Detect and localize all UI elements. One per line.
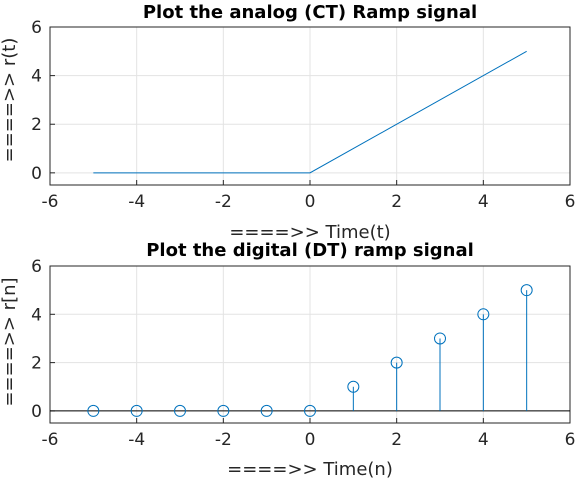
- dt-x-tick-label: 4: [478, 430, 489, 450]
- dt-x-axis-label: ====>> Time(n): [227, 459, 393, 480]
- dt-y-tick-label: 2: [31, 354, 42, 374]
- ct-x-tick-label: 4: [478, 192, 489, 212]
- dt-stem-marker: [347, 380, 360, 393]
- ct-x-tick-label: -4: [128, 192, 145, 212]
- ct-x-axis-label: ====>> Time(t): [229, 222, 390, 243]
- dt-x-tick-label: 2: [391, 430, 402, 450]
- dt-y-tick-label: 0: [31, 402, 42, 422]
- dt-y-tick-label: 4: [31, 305, 42, 325]
- dt-stem-marker: [217, 404, 230, 417]
- dt-x-tick-label: -2: [215, 430, 232, 450]
- ct-plot-area: -6 -4 -2 0 2 4 6 0 2 4 6: [31, 18, 575, 212]
- dt-plot-area: -6 -4 -2 0 2 4 6 0 2 4 6: [31, 257, 575, 450]
- ct-y-tick-label: 0: [31, 164, 42, 184]
- dt-y-tick-label: 6: [31, 257, 42, 277]
- dt-stem-marker: [390, 356, 403, 369]
- ct-y-tick-label: 6: [31, 18, 42, 38]
- dt-stem-marker: [130, 404, 143, 417]
- ct-plot-title: Plot the analog (CT) Ramp signal: [143, 2, 477, 23]
- ct-y-axis-label: ====>> r(t): [0, 38, 20, 163]
- ct-y-tick-label: 2: [31, 115, 42, 135]
- dt-y-axis-label: ====>> r[n]: [0, 277, 20, 406]
- ct-ramp-axes: -6 -4 -2 0 2 4 6 0 2 4 6 Plot the analog (CT) Ramp…: [0, 2, 575, 243]
- ct-x-tick-label: -2: [215, 192, 232, 212]
- ct-x-tick-label: -6: [42, 192, 59, 212]
- dt-stem-marker: [520, 284, 533, 297]
- dt-stem-marker: [434, 332, 446, 345]
- dt-ramp-axes: -6 -4 -2 0 2 4 6 0 2 4 6 Plot the digital (DT) ram…: [0, 240, 575, 480]
- dt-x-tick-label: -4: [128, 430, 145, 450]
- dt-plot-title: Plot the digital (DT) ramp signal: [146, 240, 474, 261]
- dt-x-tick-label: 0: [305, 430, 316, 450]
- ct-y-tick-label: 4: [31, 67, 42, 87]
- ct-x-tick-label: 6: [565, 192, 576, 212]
- dt-stem-marker: [477, 308, 490, 321]
- ct-x-tick-label: 2: [391, 192, 402, 212]
- dt-x-tick-label: 6: [565, 430, 576, 450]
- ct-ramp-line: [93, 50, 527, 174]
- dt-stem-marker: [87, 404, 100, 417]
- dt-stem-marker: [260, 404, 273, 417]
- ct-x-tick-label: 0: [305, 192, 316, 212]
- dt-stem-marker: [304, 404, 316, 417]
- dt-x-tick-label: -6: [42, 430, 59, 450]
- dt-stem-marker: [174, 404, 186, 417]
